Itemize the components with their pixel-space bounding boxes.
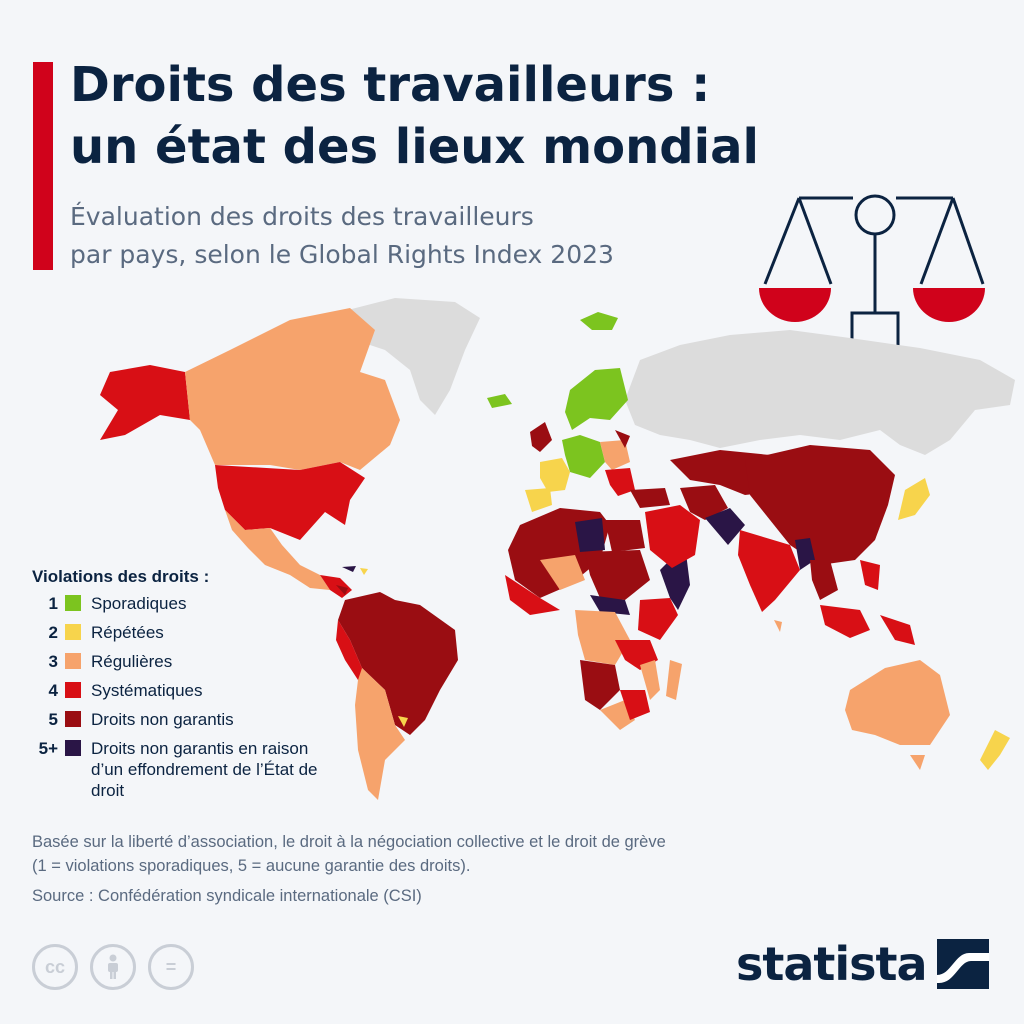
- page-title: Droits des travailleurs : un état des li…: [70, 54, 759, 178]
- legend-item-4: 4 Systématiques: [32, 680, 336, 709]
- africa: [505, 508, 690, 730]
- person-icon: [108, 954, 118, 979]
- asia: [670, 445, 930, 645]
- title-accent-bar: [33, 62, 53, 270]
- north-america: [100, 308, 400, 590]
- russia: [625, 330, 1015, 455]
- legend-label: Droits non garantis en raison d’un effon…: [91, 739, 318, 800]
- note-line-2: (1 = violations sporadiques, 5 = aucune …: [32, 857, 471, 875]
- statista-mark-icon: [936, 939, 989, 989]
- legend-number: 1: [48, 594, 58, 613]
- licence-icons: cc =: [32, 944, 206, 990]
- attribution-icon[interactable]: [90, 944, 136, 990]
- nd-label: =: [165, 956, 177, 977]
- legend-label: Sporadiques: [91, 594, 187, 613]
- legend-label: Régulières: [91, 652, 173, 671]
- greenland: [340, 298, 480, 415]
- legend-swatch: [65, 711, 81, 727]
- source-text: Source : Confédération syndicale interna…: [32, 887, 422, 905]
- title-line-1: Droits des travailleurs :: [70, 57, 711, 113]
- note-line-1: Basée sur la liberté d’association, le d…: [32, 833, 666, 851]
- europe: [487, 368, 670, 512]
- south-america: [336, 592, 458, 800]
- legend-label: Répétées: [91, 623, 164, 642]
- methodology-note: Basée sur la liberté d’association, le d…: [32, 830, 666, 878]
- statista-logo[interactable]: statista: [736, 934, 989, 994]
- legend-item-1: 1 Sporadiques: [32, 593, 336, 622]
- legend-title: Violations des droits :: [32, 567, 210, 586]
- legend-item-3: 3 Régulières: [32, 651, 336, 680]
- no-derivatives-icon[interactable]: =: [148, 944, 194, 990]
- creative-commons-icon[interactable]: cc: [32, 944, 78, 990]
- legend-swatch: [65, 682, 81, 698]
- map-legend: Violations des droits : 1 Sporadiques 2 …: [32, 567, 336, 801]
- title-line-2: un état des lieux mondial: [70, 119, 759, 175]
- greenland-island: [580, 312, 618, 330]
- world-map: [100, 298, 1015, 800]
- legend-label: Droits non garantis: [91, 710, 234, 729]
- subtitle-line-2: par pays, selon le Global Rights Index 2…: [70, 240, 614, 269]
- legend-number: 2: [48, 623, 58, 642]
- middle-east: [645, 485, 745, 568]
- legend-swatch: [65, 595, 81, 611]
- cc-label: cc: [44, 956, 66, 977]
- page-subtitle: Évaluation des droits des travailleurs p…: [70, 198, 614, 274]
- legend-swatch: [65, 740, 81, 756]
- oceania: [845, 660, 1010, 770]
- legend-item-5-plus: 5+ Droits non garantis en raison d’un ef…: [32, 738, 336, 801]
- legend-label: Systématiques: [91, 681, 203, 700]
- legend-number: 3: [48, 652, 58, 671]
- central-america: [320, 566, 368, 598]
- legend-number: 4: [48, 681, 58, 700]
- legend-number: 5+: [38, 739, 58, 758]
- legend-swatch: [65, 624, 81, 640]
- legend-item-5: 5 Droits non garantis: [32, 709, 336, 738]
- subtitle-line-1: Évaluation des droits des travailleurs: [70, 202, 534, 231]
- brand-name: statista: [736, 937, 928, 991]
- legend-item-2: 2 Répétées: [32, 622, 336, 651]
- legend-swatch: [65, 653, 81, 669]
- legend-number: 5: [48, 710, 58, 729]
